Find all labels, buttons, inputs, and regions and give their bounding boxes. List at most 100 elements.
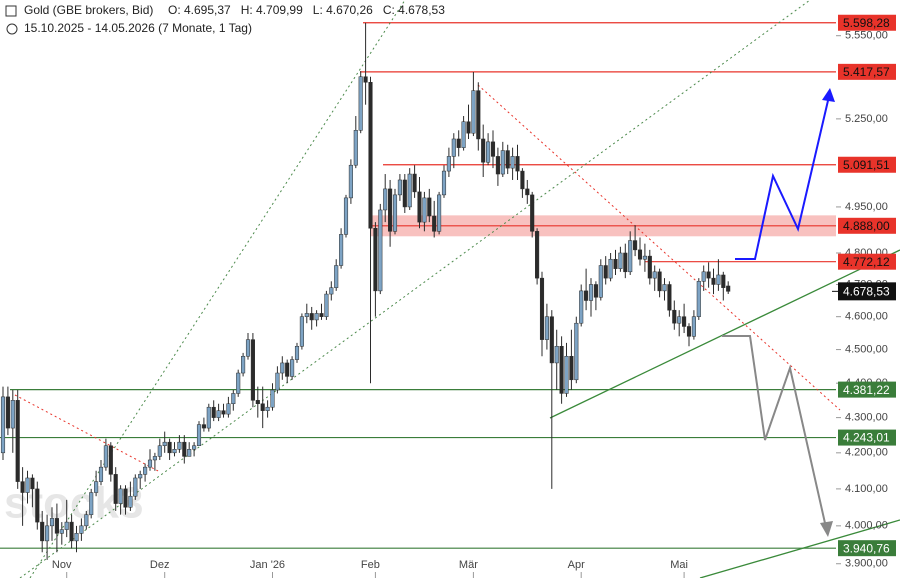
candle-body <box>348 164 353 199</box>
candle-body <box>260 403 265 411</box>
candle-body <box>270 389 275 408</box>
candle-body <box>192 445 197 450</box>
candle-body <box>30 477 35 490</box>
y-tick-label: 5.250,00 <box>845 113 888 125</box>
y-tick-label: 4.500,00 <box>845 343 888 355</box>
candle-body <box>662 284 667 292</box>
candle-body <box>490 141 496 157</box>
candle-body <box>15 400 20 482</box>
candle-body <box>716 274 721 285</box>
level-box <box>838 253 896 270</box>
y-tick-label: 4.950,00 <box>845 201 888 213</box>
candle-body <box>54 518 59 534</box>
candle-body <box>481 138 486 163</box>
candle-body <box>711 277 716 285</box>
candle-body <box>329 287 334 295</box>
candle-body <box>294 345 300 360</box>
candle-body <box>554 345 559 364</box>
candle-body <box>412 173 417 193</box>
candle-body <box>353 130 358 166</box>
quote-item: C: 4.678,53 <box>383 3 445 17</box>
candle-body <box>402 179 407 208</box>
candle-body <box>628 240 633 273</box>
candle-body <box>358 76 363 131</box>
candle-body <box>108 445 113 475</box>
candle-body <box>603 265 608 279</box>
trendline <box>699 519 900 578</box>
candle-body <box>285 362 290 377</box>
candle-body <box>196 424 202 446</box>
level-label: 4.772,12 <box>843 255 890 269</box>
candle-body <box>334 265 339 288</box>
candle-body <box>407 173 412 208</box>
candle-body <box>69 521 74 542</box>
candle-body <box>245 339 251 357</box>
candle-body <box>304 313 309 317</box>
title: Gold (GBE brokers, Bid) <box>24 3 153 17</box>
level-box <box>838 14 896 31</box>
candle-body <box>677 316 682 324</box>
last-box <box>838 282 896 301</box>
candle-body <box>598 265 603 298</box>
candle-body <box>74 533 79 542</box>
candle-body <box>539 277 545 340</box>
candle-body <box>446 156 451 172</box>
candle-body <box>637 249 643 260</box>
level-label: 5.598,28 <box>843 16 890 30</box>
x-tick-label: Nov <box>52 559 72 571</box>
candle-body <box>613 258 618 269</box>
candle-body <box>559 345 564 394</box>
icon <box>6 23 18 35</box>
candle-body <box>437 194 442 232</box>
candle-body <box>138 474 143 479</box>
candle-body <box>696 281 701 317</box>
x-tick-label: Dez <box>150 559 170 571</box>
candle-body <box>618 252 623 269</box>
level-label: 4.243,01 <box>843 431 890 445</box>
candle-body <box>314 313 319 321</box>
candle-body <box>525 188 530 196</box>
candle-body <box>549 316 554 364</box>
level-label: 4.381,22 <box>843 383 890 397</box>
candle-body <box>94 481 99 493</box>
candle-body <box>417 191 422 223</box>
y-tick-label: 5.550,00 <box>845 30 888 42</box>
candle-body <box>441 170 447 196</box>
candle-body <box>211 406 216 418</box>
candle-body <box>456 138 461 148</box>
candle-body <box>113 474 118 504</box>
candle-body <box>20 481 25 493</box>
candle-body <box>515 156 520 172</box>
candle-body <box>682 316 687 327</box>
candle-body <box>64 521 69 530</box>
y-tick-label: 4.600,00 <box>845 311 888 323</box>
y-tick-label: 4.000,00 <box>845 520 888 532</box>
candle-body <box>201 424 206 429</box>
arrow-head <box>822 88 835 102</box>
candle-body <box>319 313 324 317</box>
candle-body <box>206 406 211 429</box>
candle-body <box>324 293 329 317</box>
x-tick-label: Apr <box>568 559 585 571</box>
candles <box>0 22 731 560</box>
candle-body <box>59 529 64 534</box>
quote-item: L: 4.670,26 <box>313 3 373 17</box>
candle-body <box>45 525 50 542</box>
candle-body <box>89 492 94 515</box>
candle-body <box>451 138 456 157</box>
candle-body <box>118 488 123 504</box>
candle-body <box>721 274 726 288</box>
candle-body <box>182 441 187 457</box>
icon <box>5 5 17 17</box>
x-tick-label: Mai <box>670 559 688 571</box>
candle-body <box>505 150 510 169</box>
candle-body <box>579 290 584 324</box>
candle-body <box>10 400 15 429</box>
level-label: 5.417,57 <box>843 65 890 79</box>
level-box <box>838 156 896 173</box>
y-tick-label: 3.900,00 <box>845 558 888 570</box>
candle-body <box>495 156 500 175</box>
candle-body <box>363 76 368 83</box>
candle-body <box>221 410 226 415</box>
